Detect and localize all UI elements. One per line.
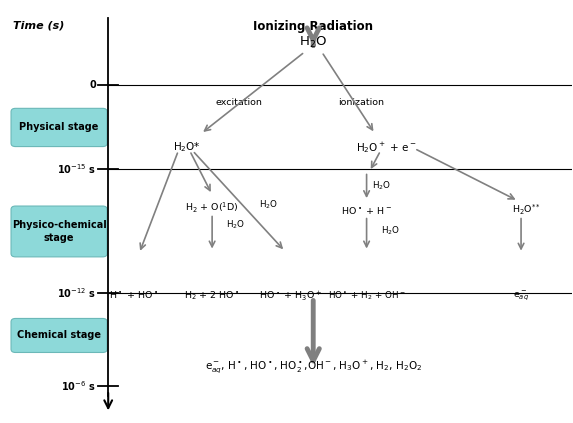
FancyBboxPatch shape [11, 108, 107, 147]
Text: excitation: excitation [215, 98, 262, 107]
Text: H$_2$O: H$_2$O [226, 219, 245, 231]
Text: HO$^\bullet$ + H$_2$ + OH$^-$: HO$^\bullet$ + H$_2$ + OH$^-$ [328, 289, 406, 302]
Text: H$_2$O: H$_2$O [380, 224, 400, 236]
Text: ionization: ionization [338, 98, 384, 107]
Text: H$_2$ + 2 HO$^\bullet$: H$_2$ + 2 HO$^\bullet$ [184, 289, 240, 302]
Text: H$^\bullet$ + HO$^\bullet$: H$^\bullet$ + HO$^\bullet$ [109, 289, 158, 300]
Text: HO$^\bullet$ + H$_3$O$^+$: HO$^\bullet$ + H$_3$O$^+$ [259, 289, 322, 303]
Text: 10$^{-12}$ s: 10$^{-12}$ s [57, 286, 96, 300]
FancyBboxPatch shape [11, 206, 107, 257]
Text: 10$^{-6}$ s: 10$^{-6}$ s [61, 379, 96, 393]
Text: H$_2$O$^{**}$: H$_2$O$^{**}$ [512, 203, 541, 217]
Text: Chemical stage: Chemical stage [17, 330, 101, 341]
FancyBboxPatch shape [11, 319, 107, 352]
Text: H$_2$O$^+$ + e$^-$: H$_2$O$^+$ + e$^-$ [356, 140, 417, 155]
Text: H$_2$O: H$_2$O [372, 180, 391, 192]
Text: H$_2$O: H$_2$O [258, 199, 278, 212]
Text: H$_2$ + O($^1$D): H$_2$ + O($^1$D) [185, 201, 239, 215]
Text: 0: 0 [89, 80, 96, 91]
Text: Physico-chemical
stage: Physico-chemical stage [11, 220, 107, 243]
Text: e$^-_{aq}$: e$^-_{aq}$ [513, 289, 529, 303]
Text: H$_2$O: H$_2$O [299, 35, 327, 50]
Text: H$_2$O*: H$_2$O* [173, 140, 201, 154]
Text: Time (s): Time (s) [13, 20, 64, 30]
Text: e$^-_{aq}$, H$^\bullet$, HO$^\bullet$, HO$_2^\bullet$,OH$^-$, H$_3$O$^+$, H$_2$,: e$^-_{aq}$, H$^\bullet$, HO$^\bullet$, H… [205, 359, 422, 375]
Text: HO$^\bullet$ + H$^-$: HO$^\bullet$ + H$^-$ [341, 205, 392, 216]
Text: Physical stage: Physical stage [19, 122, 99, 132]
Text: Ionizing Radiation: Ionizing Radiation [253, 20, 373, 33]
Text: 10$^{-15}$ s: 10$^{-15}$ s [57, 162, 96, 176]
